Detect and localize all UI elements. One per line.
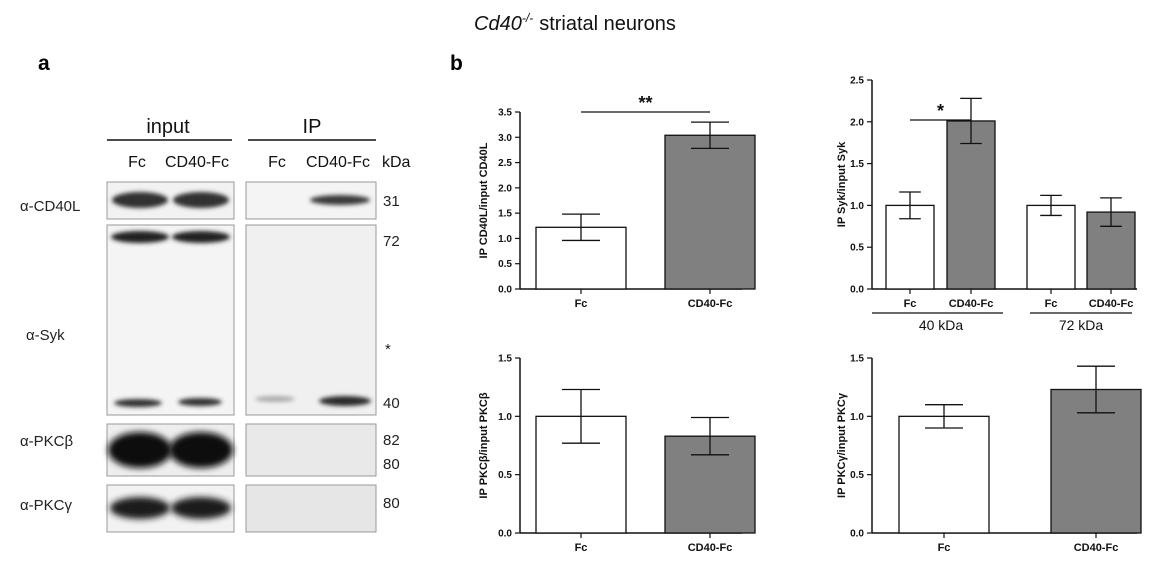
significance-label: ** (638, 93, 652, 113)
significance-label: * (937, 101, 944, 121)
y-tick-label: 2.5 (498, 158, 512, 169)
y-tick-label: 1.0 (850, 201, 864, 212)
group-label-input: input (146, 116, 190, 138)
blot-label-pkcg: α-PKCγ (20, 497, 73, 514)
mw-marker: 80 (383, 495, 400, 512)
x-tick-label: CD40-Fc (1074, 542, 1119, 554)
x-tick-label: Fc (1045, 298, 1058, 310)
y-tick-label: 0.0 (498, 285, 512, 296)
band (110, 497, 170, 519)
blot-image-ip-syk (245, 224, 377, 416)
y-tick-label: 2.0 (498, 183, 512, 194)
y-axis-label: IP PKCβ/input PKCβ (478, 392, 490, 498)
mw-marker: 72 (383, 233, 400, 250)
title-text: striatal neurons (539, 13, 676, 35)
lane-label: Fc (268, 154, 286, 171)
panel-b-letter: b (450, 52, 463, 75)
lane-label: CD40-Fc (165, 154, 229, 171)
band (310, 195, 370, 205)
band (108, 432, 172, 468)
blot-image-ip-pkcb (245, 423, 377, 477)
chart-pkcg: 0.0 0.5 1.0 1.5 IP PKCγ/input PKCγ Fc CD40-Fc (836, 354, 1142, 554)
y-tick-label: 0.5 (850, 243, 864, 254)
band (171, 497, 231, 519)
bar (946, 120, 996, 290)
band (178, 398, 222, 406)
blot-label-cd40l: α-CD40L (20, 198, 80, 215)
y-axis-label: IP PKCγ/input PKCγ (836, 392, 848, 498)
x-tick-label: Fc (575, 298, 588, 310)
x-tick-label: Fc (904, 298, 917, 310)
figure-title: Cd40-/- striatal neurons (474, 11, 676, 35)
mw-marker: 82 (383, 432, 400, 449)
band (172, 231, 230, 243)
band (112, 192, 168, 208)
x-tick-label: CD40-Fc (1089, 298, 1134, 310)
y-tick-label: 0.0 (498, 529, 512, 540)
blot-image-ip-pkcg (245, 484, 377, 533)
blot-label-syk: α-Syk (26, 327, 65, 344)
mw-marker: 80 (383, 456, 400, 473)
group-label: 72 kDa (1059, 317, 1104, 333)
y-tick-label: 0.5 (850, 470, 864, 481)
y-tick-label: 1.5 (850, 159, 864, 170)
blot-image-input-syk (106, 224, 235, 416)
blot-bands (108, 192, 371, 519)
mw-marker: 31 (383, 193, 400, 210)
kda-label: kDa (382, 154, 411, 171)
y-tick-label: 1.5 (498, 354, 512, 365)
band (255, 396, 295, 402)
x-tick-label: CD40-Fc (688, 542, 733, 554)
x-tick-label: Fc (938, 542, 951, 554)
chart-pkcb: 0.0 0.5 1.0 1.5 IP PKCβ/input PKCβ Fc CD40-Fc (478, 354, 756, 554)
chart-cd40l: 0.0 0.5 1.0 1.5 2.0 2.5 3.0 3.5 IP CD40L/input C… (478, 93, 756, 310)
x-tick-label: CD40-Fc (949, 298, 994, 310)
y-tick-label: 0.0 (850, 529, 864, 540)
mw-marker: * (385, 341, 391, 358)
title-gene: Cd40 (474, 13, 522, 35)
blot-label-pkcb: α-PKCβ (20, 433, 74, 450)
band (111, 231, 169, 243)
chart-syk: 0.0 0.5 1.0 1.5 2.0 2.5 IP Syk/input Syk Fc CD40… (836, 76, 1137, 333)
y-tick-label: 3.5 (498, 108, 512, 119)
y-tick-label: 1.0 (850, 412, 864, 423)
y-tick-label: 3.0 (498, 133, 512, 144)
y-tick-label: 2.5 (850, 76, 864, 87)
mw-marker: 40 (383, 395, 400, 412)
x-tick-label: CD40-Fc (688, 298, 733, 310)
western-blot-panel: input IP Fc CD40-Fc Fc CD40-Fc kDa α-CD4… (20, 116, 411, 533)
title-superscript: -/- (522, 11, 533, 25)
bar (1026, 204, 1076, 290)
y-tick-label: 1.5 (850, 354, 864, 365)
band (114, 399, 162, 407)
band (169, 432, 233, 468)
panel-a-letter: a (38, 52, 50, 75)
lane-label: Fc (128, 154, 146, 171)
y-tick-label: 1.0 (498, 412, 512, 423)
y-tick-label: 1.5 (498, 209, 512, 220)
y-tick-label: 0.0 (850, 285, 864, 296)
y-tick-label: 0.5 (498, 470, 512, 481)
band (173, 192, 229, 208)
y-axis-label: IP CD40L/input CD40L (478, 142, 490, 258)
bar (898, 415, 990, 534)
y-tick-label: 1.0 (498, 234, 512, 245)
bar (664, 134, 756, 290)
y-tick-label: 0.5 (498, 259, 512, 270)
lane-label: CD40-Fc (306, 154, 370, 171)
band (319, 396, 371, 406)
y-tick-label: 2.0 (850, 117, 864, 128)
group-label-ip: IP (303, 116, 322, 138)
x-tick-label: Fc (575, 542, 588, 554)
y-axis-label: IP Syk/input Syk (836, 141, 848, 227)
group-label: 40 kDa (919, 317, 964, 333)
